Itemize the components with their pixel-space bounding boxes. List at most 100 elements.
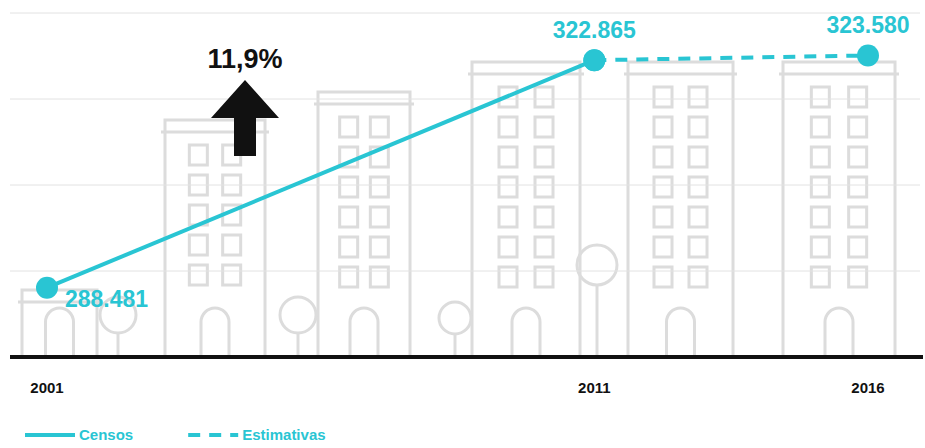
- series-marker: [36, 277, 58, 299]
- chart: 2001 2011 2016 288.481 322.865 323.580 11,9% Ce…: [0, 0, 925, 448]
- building-window: [340, 177, 358, 197]
- building-window: [370, 177, 388, 197]
- data-label: 322.865: [553, 17, 636, 43]
- tree-trunk: [454, 334, 457, 357]
- tree-trunk: [117, 333, 120, 357]
- building-window: [340, 237, 358, 257]
- building-window: [370, 117, 388, 137]
- data-label: 323.580: [826, 12, 909, 38]
- x-tick-label: 2016: [851, 379, 884, 396]
- legend-label: Censos: [79, 426, 133, 443]
- building-door: [825, 308, 853, 357]
- legend-swatch: [25, 433, 75, 437]
- building: [783, 62, 895, 357]
- building-window: [499, 117, 517, 137]
- building-window: [689, 267, 707, 287]
- series-marker: [583, 49, 605, 71]
- building-window: [189, 145, 207, 165]
- tree-trunk: [596, 285, 599, 357]
- building-window: [499, 177, 517, 197]
- building-window: [849, 147, 867, 167]
- building-window: [689, 87, 707, 107]
- building-window: [499, 207, 517, 227]
- building-roof: [624, 73, 737, 76]
- legend: CensosEstimativas: [25, 426, 326, 443]
- building-window: [223, 235, 241, 255]
- data-label: 288.481: [65, 286, 148, 312]
- building-window: [811, 207, 829, 227]
- building-roof: [314, 103, 414, 106]
- tree: [280, 297, 316, 333]
- building-window: [849, 267, 867, 287]
- building-window: [499, 267, 517, 287]
- building-window: [370, 237, 388, 257]
- building-door: [46, 308, 74, 357]
- building-window: [654, 207, 672, 227]
- building-window: [849, 117, 867, 137]
- building-window: [811, 117, 829, 137]
- grid-line: [10, 185, 920, 186]
- tree: [439, 302, 471, 334]
- building-window: [189, 265, 207, 285]
- building-window: [223, 265, 241, 285]
- building-window: [689, 147, 707, 167]
- legend-swatch: [188, 433, 238, 437]
- building-window: [499, 237, 517, 257]
- building-window: [849, 87, 867, 107]
- building-window: [654, 267, 672, 287]
- building-window: [499, 147, 517, 167]
- tree: [577, 245, 617, 285]
- building: [318, 92, 410, 357]
- building-window: [535, 177, 553, 197]
- x-tick-label: 2011: [578, 379, 611, 396]
- building-window: [535, 207, 553, 227]
- building-window: [654, 87, 672, 107]
- building-window: [849, 237, 867, 257]
- grid-line: [10, 13, 920, 14]
- building: [628, 62, 733, 357]
- annotation: 11,9%: [207, 44, 282, 74]
- building-window: [689, 117, 707, 137]
- building-window: [535, 147, 553, 167]
- building-window: [654, 177, 672, 197]
- building-window: [654, 237, 672, 257]
- building-window: [811, 87, 829, 107]
- building-window: [654, 117, 672, 137]
- tree-trunk: [297, 333, 300, 357]
- grid-line: [10, 271, 920, 272]
- building-roof: [779, 73, 899, 76]
- x-axis-line: [10, 355, 923, 359]
- building-window: [689, 237, 707, 257]
- building-window: [535, 237, 553, 257]
- building-window: [189, 235, 207, 255]
- building-window: [689, 207, 707, 227]
- series-marker: [583, 49, 605, 71]
- series-line: [594, 55, 868, 60]
- building-window: [340, 267, 358, 287]
- building-window: [370, 267, 388, 287]
- grid: [10, 13, 920, 357]
- building-door: [667, 308, 695, 357]
- series-marker: [857, 44, 879, 66]
- building-window: [340, 117, 358, 137]
- building-window: [535, 117, 553, 137]
- series-line: [47, 60, 594, 287]
- background-buildings: [18, 62, 899, 357]
- building-window: [811, 147, 829, 167]
- x-tick-label: 2001: [30, 379, 63, 396]
- building-window: [535, 267, 553, 287]
- building-door: [201, 308, 229, 357]
- annotation-arrow: [211, 80, 279, 156]
- building-window: [340, 207, 358, 227]
- building-window: [811, 237, 829, 257]
- building-window: [849, 177, 867, 197]
- plot-area: [36, 44, 879, 298]
- building-window: [370, 207, 388, 227]
- building-window: [811, 267, 829, 287]
- building-window: [535, 87, 553, 107]
- building-window: [654, 147, 672, 167]
- building-window: [849, 207, 867, 227]
- building-door: [512, 308, 540, 357]
- grid-line: [10, 99, 920, 100]
- building-window: [811, 177, 829, 197]
